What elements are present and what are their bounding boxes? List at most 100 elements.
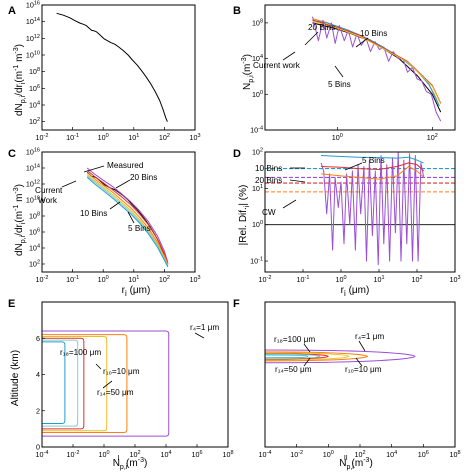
y-tick-label-a-6: 1014 xyxy=(26,17,40,26)
x-tick-label-a-4: 102 xyxy=(159,133,170,142)
series-line-e-1 xyxy=(42,337,85,430)
arrow-f-r10 xyxy=(355,357,363,367)
panel-c-frame xyxy=(41,151,196,273)
arrow-e-r10 xyxy=(95,363,102,370)
annotation-e-r14: r₁₄=50 μm xyxy=(97,388,134,397)
x-tick-label-e-0: 10-4 xyxy=(36,450,49,459)
panel-b-frame xyxy=(264,4,456,131)
series-line-d-2 xyxy=(321,162,425,172)
panel-c-ylabel: dNp,i/dri(m-1 m-3) xyxy=(13,184,27,256)
annotation-d-5bins: 5 Bins xyxy=(362,156,385,165)
series-line-f-1 xyxy=(265,353,329,360)
y-tick-label-c-4: 1010 xyxy=(26,196,40,205)
panel-b-marks xyxy=(312,16,442,122)
annotation-c-measured: Measured xyxy=(107,161,144,170)
x-tick-label-e-4: 104 xyxy=(160,450,171,459)
series-line-b-5 xyxy=(312,20,442,105)
annotation-e-r10: r₁₀=10 μm xyxy=(103,367,140,376)
annotation-e-r18: r₁₈=100 μm xyxy=(60,348,101,357)
panel-d-ylabel: |Rel. Dif.i| (%) xyxy=(238,185,251,246)
x-tick-label-f-1: 10-2 xyxy=(290,450,303,459)
series-line-e-2 xyxy=(42,334,128,433)
y-tick-label-c-2: 106 xyxy=(29,228,40,237)
panel-c-marks xyxy=(86,167,169,268)
x-tick-label-e-3: 102 xyxy=(129,450,140,459)
arrow-c-10bins xyxy=(109,201,121,210)
arrow-c-current xyxy=(61,180,77,188)
arrow-b-current xyxy=(282,51,296,61)
x-tick-label-d-5: 103 xyxy=(449,275,460,284)
y-tick-label-a-3: 108 xyxy=(29,67,40,76)
panel-f-frame xyxy=(264,301,456,448)
annotation-b-20bins: 20 Bins xyxy=(308,23,335,32)
series-line-e-0 xyxy=(42,341,66,424)
x-tick-label-c-2: 100 xyxy=(98,275,109,284)
arrow-e-r4 xyxy=(194,332,205,339)
x-tick-label-c-4: 102 xyxy=(159,275,170,284)
y-tick-label-a-5: 1012 xyxy=(26,34,40,43)
y-tick-label-b-1: 100 xyxy=(252,90,263,99)
y-tick-label-b-0: 10-4 xyxy=(250,126,263,135)
y-tick-label-c-5: 1012 xyxy=(26,180,40,189)
y-tick-label-a-2: 106 xyxy=(29,84,40,93)
panel-a-ylabel: dNp,i/dri(m-1 m-3) xyxy=(13,44,27,116)
panel-label-f: F xyxy=(233,298,240,310)
x-tick-label-c-0: 10-2 xyxy=(36,275,49,284)
x-tick-label-f-6: 108 xyxy=(449,450,460,459)
y-tick-label-e-1: 2 xyxy=(36,406,40,415)
panel-f-xlabel: Np,iII (m-3) xyxy=(339,455,373,471)
panel-d-plot: 10-2 10-1 100 101 102 103 10-1 100 101 102 xyxy=(250,148,460,285)
y-tick-label-e-2: 4 xyxy=(36,370,40,379)
arrow-f-r18 xyxy=(303,343,311,353)
series-line-d-0 xyxy=(320,152,425,266)
y-tick-label-e-3: 6 xyxy=(36,334,40,343)
y-tick-label-c-6: 1014 xyxy=(26,164,40,173)
annotation-f-r10: r₁₀=10 μm xyxy=(345,365,382,374)
panel-c-xlabel: ri (μm) xyxy=(122,285,151,298)
annotation-c-10bins: 10 Bins xyxy=(80,209,107,218)
panel-e-plot: 10-4 10-2 100 102 104 106 108 0 2 4 6 xyxy=(36,301,234,459)
series-line-c-3 xyxy=(86,172,169,265)
x-tick-label-f-0: 10-4 xyxy=(259,450,272,459)
panel-a-plot: 10-2 10-1 100 101 102 103 102 104 106 108 1010 1012… xyxy=(26,1,201,143)
annotation-b-10bins: 10 Bins xyxy=(360,29,387,38)
x-tick-label-f-2: 100 xyxy=(323,450,334,459)
arrow-d-20bins xyxy=(289,179,306,183)
panel-b-plot: 100 102 10-4 100 104 108 xyxy=(250,4,456,142)
annotation-b-current-work: Current work xyxy=(253,61,301,70)
arrow-d-5bins xyxy=(344,162,363,171)
annotation-b-5bins: 5 Bins xyxy=(328,80,351,89)
panel-e-marks xyxy=(42,330,170,437)
annotation-d-20bins: 20 Bins xyxy=(255,176,282,185)
series-line-c-1 xyxy=(86,167,169,263)
panel-label-a: A xyxy=(8,5,16,17)
arrow-b-5bins xyxy=(334,65,344,78)
series-line-e-5 xyxy=(42,335,108,432)
panel-a-frame xyxy=(41,4,196,131)
arrow-f-r4 xyxy=(358,340,366,352)
x-tick-label-c-1: 10-1 xyxy=(66,275,79,284)
arrow-b-10bins xyxy=(355,37,369,48)
panel-c-plot: 10-2 10-1 100 101 102 103 102 104 106 108 1010 1012… xyxy=(26,148,201,285)
arrow-c-5bins xyxy=(127,211,135,224)
x-tick-label-f-3: 102 xyxy=(354,450,365,459)
panel-d-frame xyxy=(264,151,456,273)
panel-d-xlabel: ri (μm) xyxy=(341,285,370,298)
annotation-d-cw: CW xyxy=(262,208,276,217)
series-line-f-5 xyxy=(265,352,350,361)
series-line-c-4 xyxy=(86,174,169,267)
y-tick-label-c-3: 108 xyxy=(29,212,40,221)
x-tick-label-e-5: 106 xyxy=(191,450,202,459)
panel-a-marks xyxy=(56,12,168,122)
y-tick-label-b-3: 108 xyxy=(252,18,263,27)
annotation-c-20bins: 20 Bins xyxy=(130,173,157,182)
panel-label-d: D xyxy=(233,148,241,160)
annotation-e-r4: r₄=1 μm xyxy=(190,323,219,332)
x-tick-label-a-1: 10-1 xyxy=(66,133,79,142)
series-line-f-4 xyxy=(265,353,321,360)
y-tick-label-a-7: 1016 xyxy=(26,1,40,10)
series-line-f-2 xyxy=(265,351,369,362)
panel-label-e: E xyxy=(8,298,15,310)
x-tick-label-d-2: 100 xyxy=(335,275,346,284)
y-tick-label-a-4: 1010 xyxy=(26,51,40,60)
